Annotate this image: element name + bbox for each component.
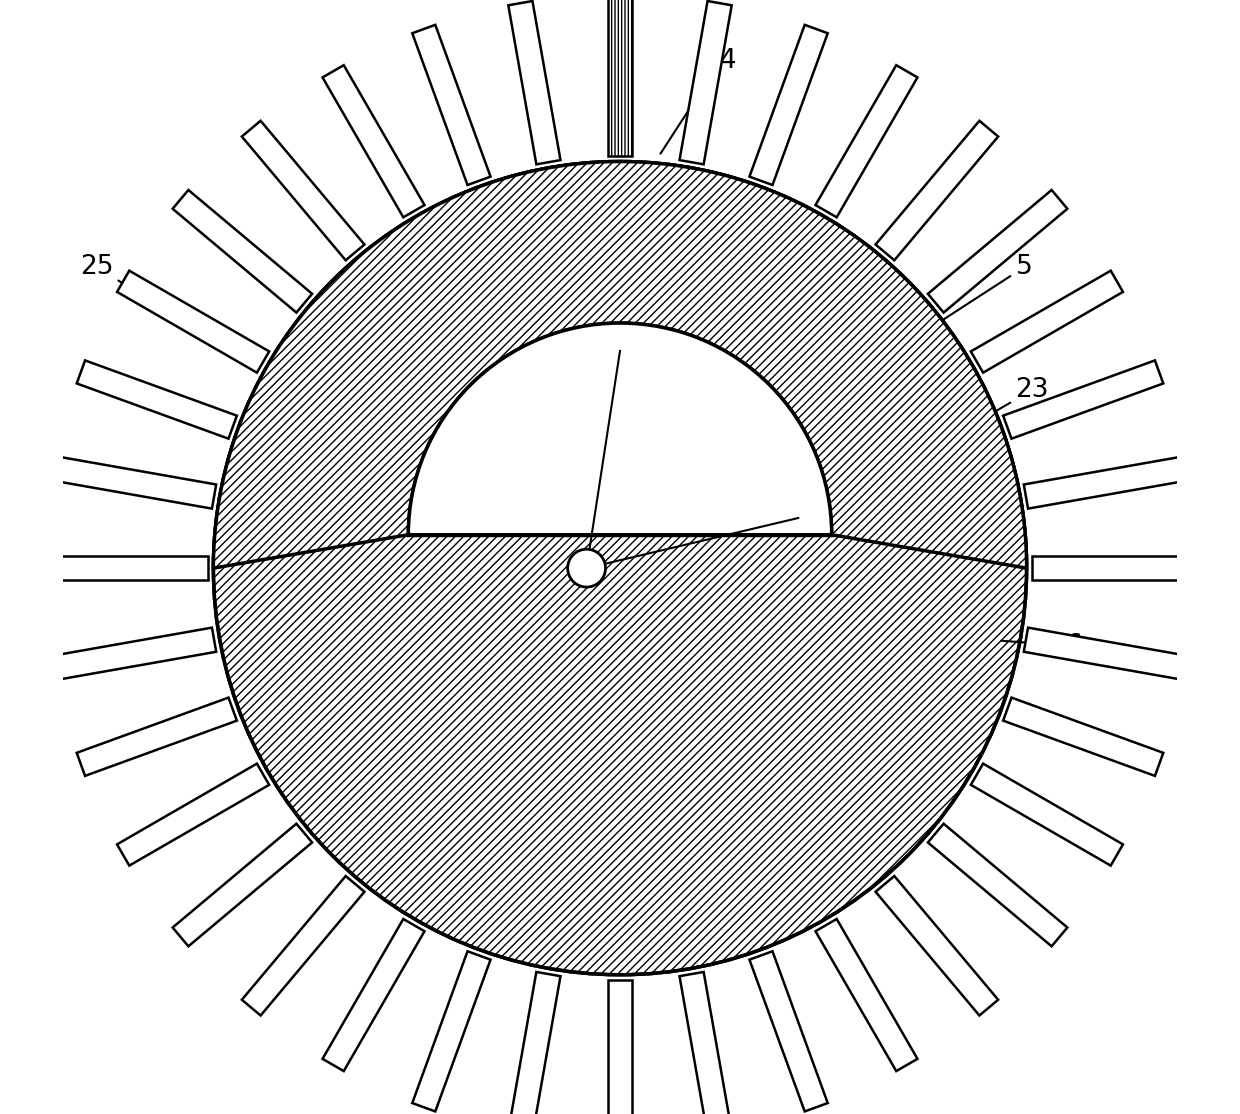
- Polygon shape: [508, 971, 560, 1114]
- Polygon shape: [322, 919, 424, 1072]
- Polygon shape: [172, 823, 312, 946]
- Polygon shape: [53, 457, 216, 509]
- Polygon shape: [117, 271, 269, 373]
- Polygon shape: [928, 190, 1068, 313]
- Text: 25: 25: [79, 254, 206, 333]
- Text: 24: 24: [661, 48, 737, 154]
- Polygon shape: [971, 763, 1123, 866]
- Text: 23: 23: [835, 377, 1049, 506]
- Polygon shape: [1003, 697, 1163, 775]
- Polygon shape: [1024, 627, 1187, 680]
- Polygon shape: [1032, 556, 1194, 580]
- Polygon shape: [1024, 457, 1187, 509]
- Polygon shape: [508, 1, 560, 165]
- Circle shape: [213, 162, 1027, 975]
- Polygon shape: [213, 162, 1027, 568]
- Polygon shape: [816, 65, 918, 217]
- Polygon shape: [875, 876, 998, 1016]
- Polygon shape: [680, 971, 732, 1114]
- Polygon shape: [608, 0, 632, 156]
- Polygon shape: [117, 763, 269, 866]
- Polygon shape: [928, 823, 1068, 946]
- Polygon shape: [412, 25, 491, 185]
- Polygon shape: [608, 980, 632, 1114]
- Polygon shape: [412, 951, 491, 1112]
- Text: 5: 5: [923, 254, 1032, 333]
- Polygon shape: [322, 65, 424, 217]
- Polygon shape: [172, 190, 312, 313]
- Polygon shape: [749, 951, 828, 1112]
- Polygon shape: [242, 876, 365, 1016]
- Polygon shape: [816, 919, 918, 1072]
- Polygon shape: [749, 25, 828, 185]
- Polygon shape: [242, 120, 365, 261]
- Polygon shape: [680, 1, 732, 165]
- Circle shape: [568, 549, 605, 587]
- Wedge shape: [408, 323, 832, 535]
- Polygon shape: [77, 697, 237, 775]
- Polygon shape: [1003, 361, 1163, 439]
- Polygon shape: [46, 556, 208, 580]
- Polygon shape: [875, 120, 998, 261]
- Polygon shape: [53, 627, 216, 680]
- Polygon shape: [971, 271, 1123, 373]
- Text: 6: 6: [1002, 633, 1083, 659]
- Polygon shape: [77, 361, 237, 439]
